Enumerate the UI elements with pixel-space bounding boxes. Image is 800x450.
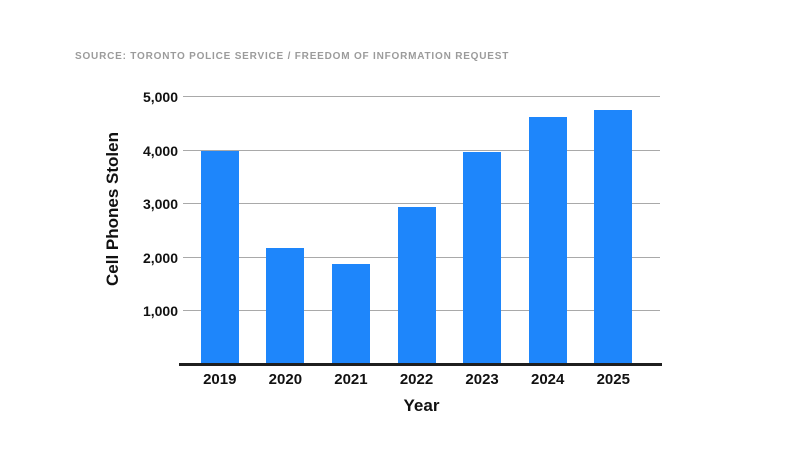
bar-column-2025 <box>580 97 646 365</box>
x-tick-label-2025: 2025 <box>596 371 630 388</box>
bar-column-2022 <box>384 97 450 365</box>
x-axis-tick-labels: 2019 2020 2021 2022 2023 2024 2025 <box>187 371 646 388</box>
bar-2024 <box>528 117 567 365</box>
x-tick-label-2020: 2020 <box>268 371 303 388</box>
bar-column-2024 <box>515 97 581 365</box>
y-tick-label-4000: 4,000 <box>142 142 178 159</box>
gridline-5000 <box>183 96 660 97</box>
y-tick-label-3000: 3,000 <box>142 196 178 213</box>
gridline-4000 <box>183 149 660 151</box>
bar-column-2020 <box>253 97 319 365</box>
bar-2021 <box>331 263 370 365</box>
x-axis-title: Year <box>403 396 440 415</box>
y-tick-label-1000: 1,000 <box>142 303 178 320</box>
y-axis-tick-labels: 1,000 2,000 3,000 4,000 5,000 <box>108 89 178 365</box>
x-tick-label-2019: 2019 <box>203 371 237 388</box>
x-axis-line <box>179 363 662 366</box>
bar-2025 <box>594 109 633 365</box>
x-tick-label-2021: 2021 <box>334 371 368 388</box>
y-tick-label-5000: 5,000 <box>142 89 178 105</box>
bars-group <box>187 97 646 365</box>
x-tick-label-2023: 2023 <box>465 371 499 388</box>
bar-2022 <box>397 207 436 365</box>
y-tick-label-2000: 2,000 <box>142 249 178 266</box>
bar-column-2021 <box>318 97 384 365</box>
x-tick-label-2022: 2022 <box>399 371 434 388</box>
bar-2023 <box>463 151 502 365</box>
bar-column-2023 <box>449 97 515 365</box>
bar-2019 <box>200 150 239 365</box>
gridline-3000 <box>183 203 660 205</box>
x-tick-label-2024: 2024 <box>530 371 565 388</box>
source-note: SOURCE: TORONTO POLICE SERVICE / FREEDOM… <box>75 51 510 62</box>
bar-column-2019 <box>187 97 253 365</box>
bar-2020 <box>266 247 305 365</box>
plot-area <box>183 96 660 365</box>
